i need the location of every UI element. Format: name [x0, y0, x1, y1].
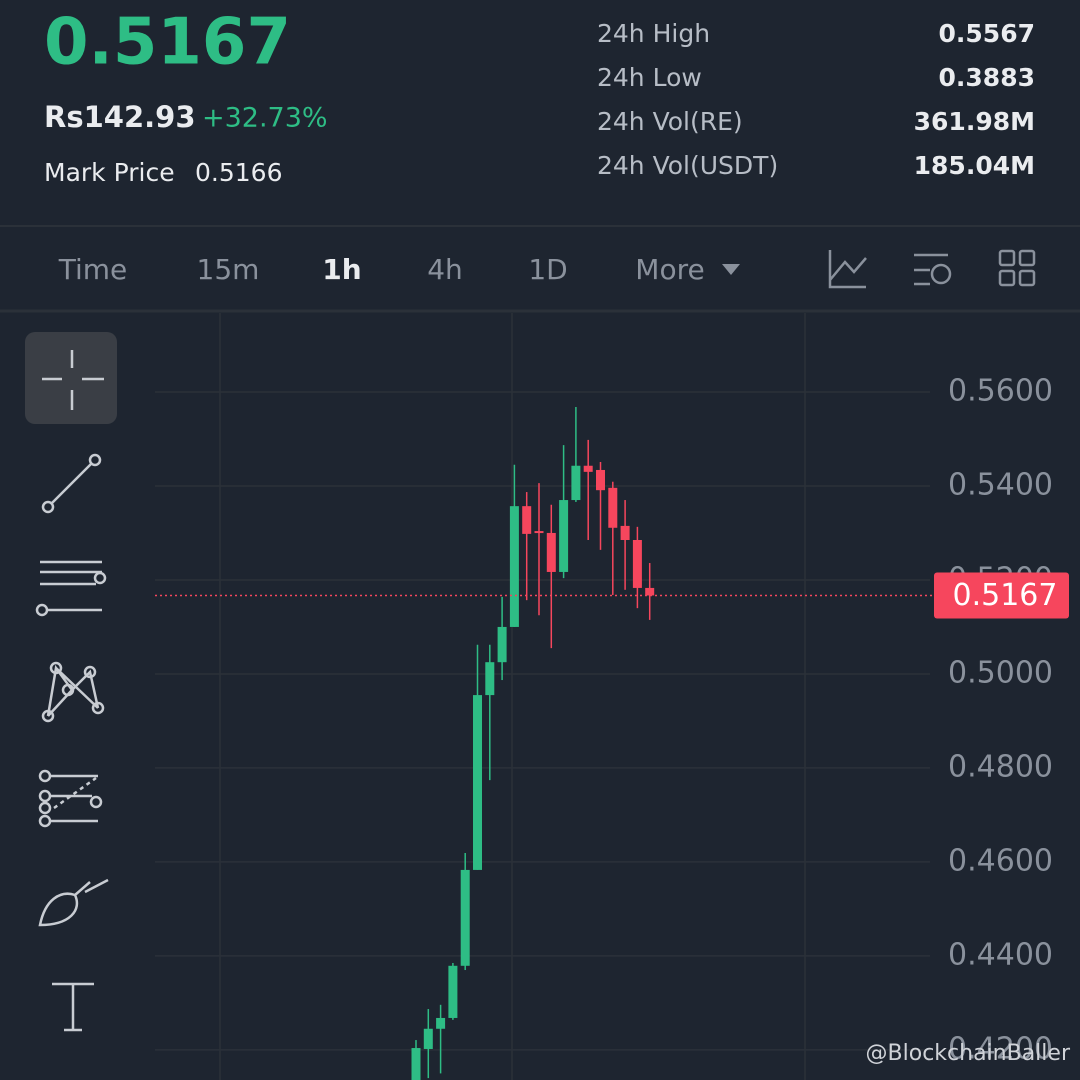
brush-tool[interactable]: [38, 878, 109, 927]
settings-icon[interactable]: [914, 253, 952, 286]
candle-body: [509, 506, 519, 627]
interval-tab[interactable]: Time: [58, 253, 128, 286]
stat-value: 0.3883: [939, 63, 1035, 92]
candle-body: [522, 506, 532, 534]
mark-price-label: Mark Price: [44, 158, 175, 187]
candle-body: [423, 1028, 433, 1049]
candle-body: [620, 525, 630, 540]
candle-body: [473, 695, 482, 870]
watermark: @BlockchainBaller: [866, 1041, 1071, 1066]
stat-label: 24h Vol(RE): [597, 107, 743, 136]
y-tick-label: 0.5600: [948, 373, 1053, 408]
indicator-icon[interactable]: [828, 250, 867, 289]
grid: [155, 391, 930, 1051]
candle-body: [411, 1048, 421, 1080]
y-tick-label: 0.5000: [948, 655, 1053, 690]
y-axis: 0.56000.54000.52000.50000.48000.46000.44…: [948, 373, 1053, 1066]
interval-tab[interactable]: 1h: [322, 253, 361, 286]
candle-body: [583, 465, 593, 472]
last-price-tag: [934, 572, 1069, 619]
candle-body: [485, 662, 495, 696]
stat-label: 24h Vol(USDT): [597, 151, 778, 180]
layout-icon[interactable]: [998, 249, 1036, 287]
pattern-tool[interactable]: [41, 661, 105, 723]
candle-body: [460, 869, 470, 966]
more-caret: [722, 264, 740, 275]
y-tick-label: 0.4600: [948, 843, 1053, 878]
text-tool[interactable]: [52, 982, 94, 1032]
stat-label: 24h High: [597, 19, 710, 48]
y-tick-label: 0.5400: [948, 467, 1053, 502]
price-tag: 0.5167: [155, 572, 1069, 619]
candle-body: [497, 626, 507, 663]
candle-body: [571, 465, 581, 501]
stats: 24h High 0.5567 24h Low 0.3883 24h Vol(RE) 36…: [597, 19, 1035, 180]
fiat-price: Rs142.93: [44, 100, 196, 134]
candle-body: [436, 1017, 446, 1029]
y-tick-label: 0.4200: [948, 1031, 1053, 1066]
stat-value: 361.98M: [914, 107, 1035, 136]
tool-active-bg: [25, 332, 117, 424]
hline-tool[interactable]: [35, 560, 107, 617]
interval-tab[interactable]: 15m: [197, 253, 260, 286]
candle-body: [534, 531, 544, 534]
crosshair-tool[interactable]: [42, 350, 104, 410]
last-price-label: 0.5167: [953, 578, 1058, 613]
stat-value: 185.04M: [914, 151, 1035, 180]
interval-tab[interactable]: More: [635, 253, 704, 286]
candle-body: [559, 500, 569, 572]
interval-tab[interactable]: 4h: [427, 253, 463, 286]
candle-body: [448, 965, 458, 1018]
last-price: 0.5167: [44, 6, 291, 80]
stat-value: 0.5567: [939, 19, 1035, 48]
interval-tab[interactable]: 1D: [528, 253, 567, 286]
candle-body: [608, 487, 618, 528]
candle-body: [596, 469, 605, 491]
y-tick-label: 0.4400: [948, 937, 1053, 972]
stat-label: 24h Low: [597, 63, 702, 92]
price-change: +32.73%: [202, 103, 328, 134]
candle-body: [632, 539, 642, 588]
y-tick-label: 0.4800: [948, 749, 1053, 784]
candles: [411, 406, 655, 1080]
mark-price-value: 0.5166: [195, 158, 282, 187]
line-tool[interactable]: [41, 453, 102, 514]
candle-body: [546, 532, 556, 572]
candle-body: [645, 587, 655, 596]
fib-tool[interactable]: [38, 769, 103, 828]
interval-tabs: Time 15m 1h 4h 1D More: [58, 253, 705, 286]
